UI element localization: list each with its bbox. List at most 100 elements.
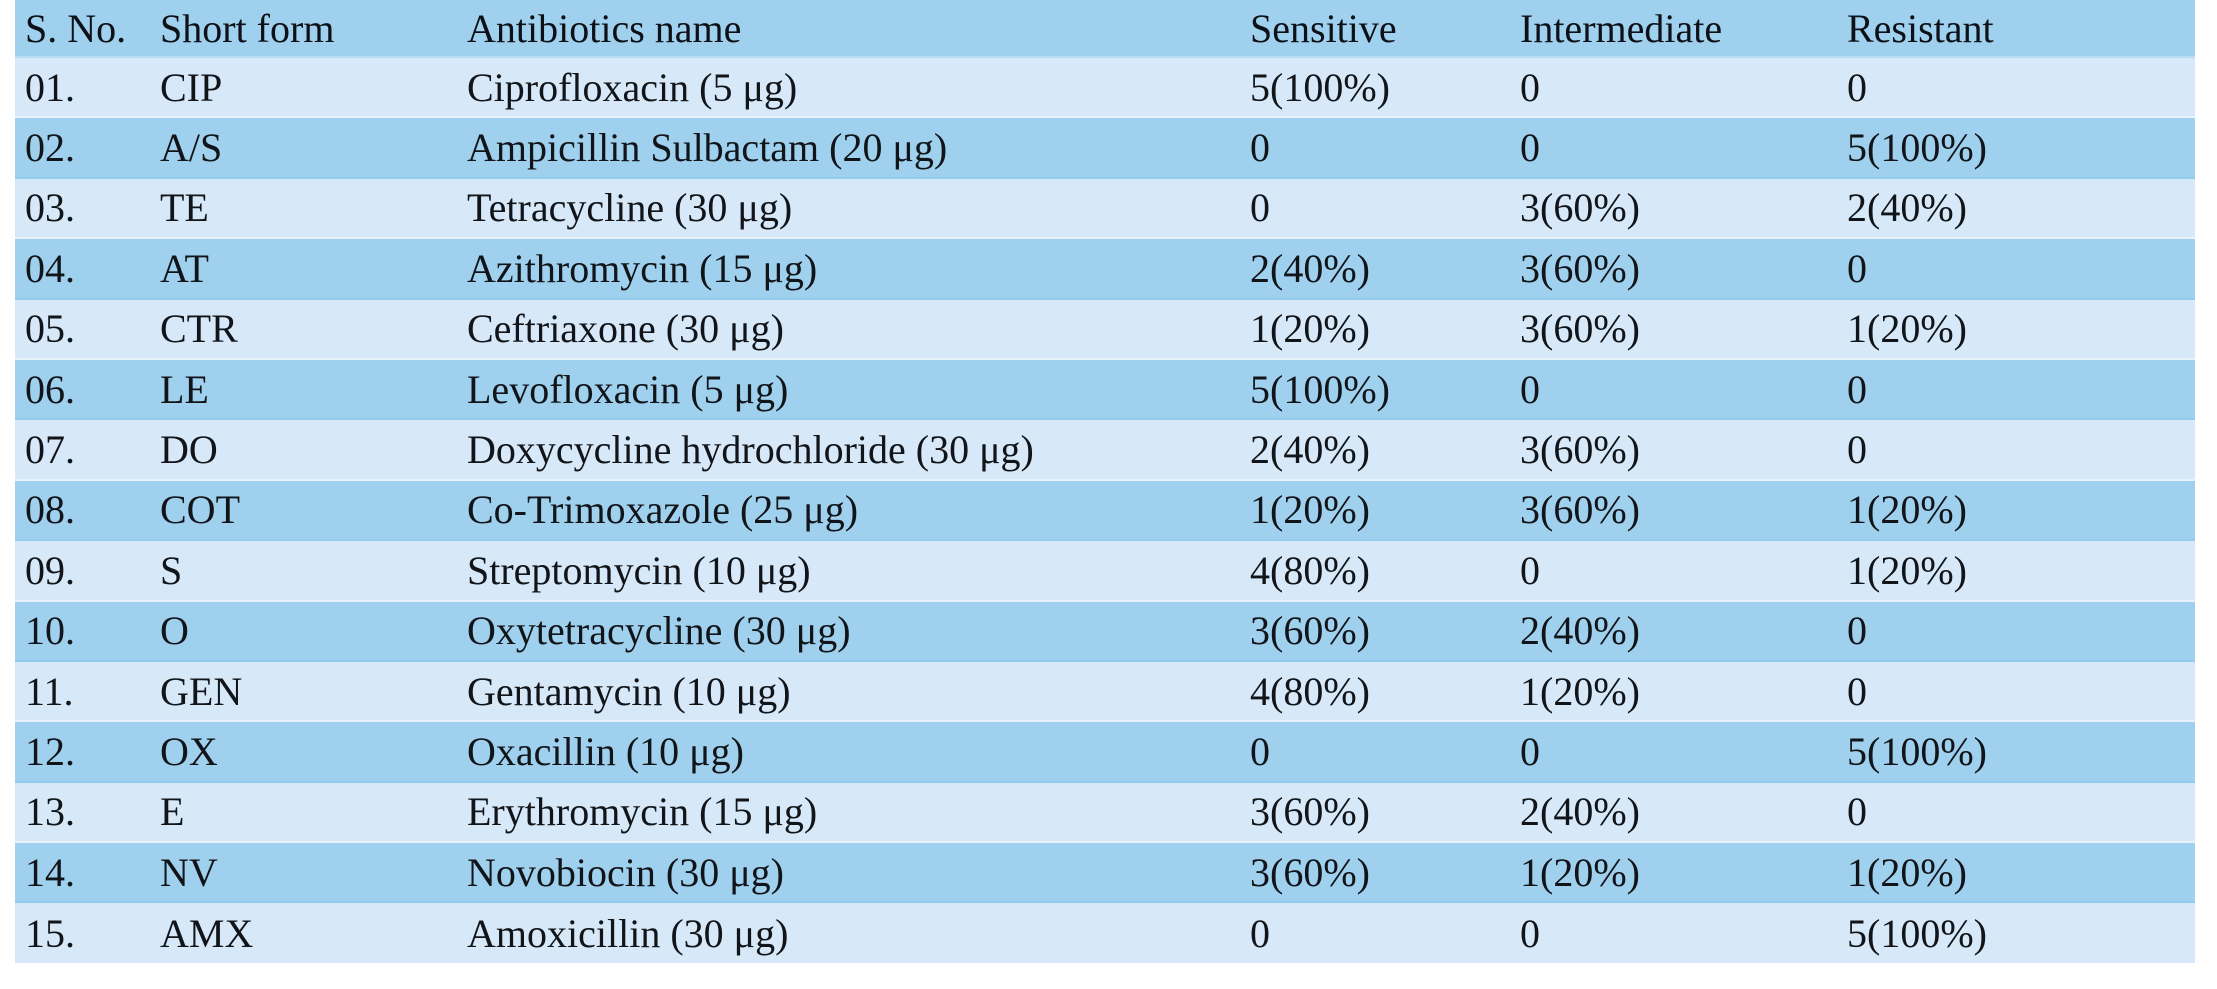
cell-intermediate: 2(40%) (1520, 608, 1640, 654)
cell-sensitive: 0 (1250, 728, 1270, 774)
cell-serial-number: 09. (25, 547, 75, 593)
table-row: 13. E Erythromycin (15 μg) 3(60%) 2(40%) 0 (15, 781, 2195, 843)
cell-resistant: 1(20%) (1847, 849, 1967, 895)
table-row: 14. NV Novobiocin (30 μg) 3(60%) 1(20%) 1(20%… (15, 842, 2195, 903)
column-header-intermediate: Intermediate (1520, 5, 1723, 51)
cell-short-form: GEN (160, 668, 243, 714)
cell-antibiotics-name: Streptomycin (10 μg) (467, 547, 811, 593)
cell-antibiotics-name: Doxycycline hydrochloride (30 μg) (467, 427, 1034, 473)
cell-sensitive: 2(40%) (1250, 427, 1370, 473)
cell-serial-number: 13. (25, 789, 75, 835)
cell-intermediate: 0 (1520, 366, 1540, 412)
cell-short-form: A/S (160, 125, 223, 171)
table-row: 11. GEN Gentamycin (10 μg) 4(80%) 1(20%) 0 (15, 660, 2195, 722)
table-row: 01. CIP Ciprofloxacin (5 μg) 5(100%) 0 0 (15, 57, 2195, 118)
cell-serial-number: 14. (25, 849, 75, 895)
cell-sensitive: 5(100%) (1250, 64, 1390, 110)
cell-short-form: DO (160, 427, 218, 473)
cell-antibiotics-name: Erythromycin (15 μg) (467, 789, 818, 835)
antibiotics-susceptibility-table: S. No. Short form Antibiotics name Sensi… (15, 0, 2195, 963)
antibiotics-table: S. No. Short form Antibiotics name Sensi… (15, 0, 2195, 963)
table-row: 06. LE Levofloxacin (5 μg) 5(100%) 0 0 (15, 358, 2195, 420)
cell-serial-number: 11. (25, 668, 74, 714)
cell-sensitive: 3(60%) (1250, 849, 1370, 895)
cell-sensitive: 0 (1250, 910, 1270, 956)
cell-short-form: NV (160, 849, 218, 895)
cell-short-form: S (160, 547, 183, 593)
cell-serial-number: 03. (25, 185, 75, 231)
cell-short-form: TE (160, 185, 209, 231)
table-row: 07. DO Doxycycline hydrochloride (30 μg) 2(… (15, 419, 2195, 480)
cell-serial-number: 04. (25, 245, 75, 291)
cell-resistant: 1(20%) (1847, 306, 1967, 352)
cell-intermediate: 0 (1520, 728, 1540, 774)
table-row: 02. A/S Ampicillin Sulbactam (20 μg) 0 0 5(10… (15, 117, 2195, 178)
column-header-short-form: Short form (160, 5, 335, 51)
cell-short-form: CTR (160, 306, 238, 352)
cell-intermediate: 0 (1520, 910, 1540, 956)
cell-sensitive: 1(20%) (1250, 306, 1370, 352)
cell-antibiotics-name: Novobiocin (30 μg) (467, 849, 784, 895)
cell-antibiotics-name: Co-Trimoxazole (25 μg) (467, 487, 859, 533)
cell-serial-number: 10. (25, 608, 75, 654)
table-row: 04. AT Azithromycin (15 μg) 2(40%) 3(60%) 0 (15, 238, 2195, 299)
cell-antibiotics-name: Ceftriaxone (30 μg) (467, 306, 784, 352)
cell-intermediate: 1(20%) (1520, 668, 1640, 714)
cell-sensitive: 5(100%) (1250, 366, 1390, 412)
cell-short-form: AT (160, 245, 209, 291)
cell-intermediate: 0 (1520, 125, 1540, 171)
cell-resistant: 1(20%) (1847, 487, 1967, 533)
cell-resistant: 5(100%) (1847, 125, 1987, 171)
cell-resistant: 0 (1847, 64, 1867, 110)
cell-sensitive: 2(40%) (1250, 245, 1370, 291)
cell-sensitive: 4(80%) (1250, 668, 1370, 714)
cell-short-form: CIP (160, 64, 223, 110)
cell-resistant: 0 (1847, 245, 1867, 291)
cell-sensitive: 0 (1250, 125, 1270, 171)
cell-intermediate: 3(60%) (1520, 427, 1640, 473)
cell-intermediate: 3(60%) (1520, 245, 1640, 291)
cell-intermediate: 2(40%) (1520, 789, 1640, 835)
cell-short-form: E (160, 789, 185, 835)
cell-serial-number: 08. (25, 487, 75, 533)
cell-serial-number: 02. (25, 125, 75, 171)
cell-resistant: 2(40%) (1847, 185, 1967, 231)
table-row: 08. COT Co-Trimoxazole (25 μg) 1(20%) 3(60%)… (15, 479, 2195, 541)
cell-resistant: 0 (1847, 427, 1867, 473)
cell-short-form: COT (160, 487, 240, 533)
column-header-sensitive: Sensitive (1250, 5, 1397, 51)
cell-intermediate: 3(60%) (1520, 306, 1640, 352)
cell-intermediate: 1(20%) (1520, 849, 1640, 895)
column-header-serial-number: S. No. (25, 5, 127, 51)
table-header-row: S. No. Short form Antibiotics name Sensi… (15, 0, 2195, 57)
cell-resistant: 1(20%) (1847, 547, 1967, 593)
cell-intermediate: 3(60%) (1520, 185, 1640, 231)
cell-antibiotics-name: Azithromycin (15 μg) (467, 245, 818, 291)
cell-serial-number: 12. (25, 728, 75, 774)
cell-resistant: 0 (1847, 668, 1867, 714)
cell-antibiotics-name: Ampicillin Sulbactam (20 μg) (467, 125, 948, 171)
cell-antibiotics-name: Tetracycline (30 μg) (467, 185, 793, 231)
cell-sensitive: 0 (1250, 185, 1270, 231)
cell-antibiotics-name: Levofloxacin (5 μg) (467, 366, 789, 412)
cell-serial-number: 01. (25, 64, 75, 110)
cell-intermediate: 0 (1520, 64, 1540, 110)
table-row: 12. OX Oxacillin (10 μg) 0 0 5(100%) (15, 721, 2195, 782)
cell-resistant: 5(100%) (1847, 728, 1987, 774)
cell-short-form: AMX (160, 910, 254, 956)
cell-short-form: LE (160, 366, 209, 412)
cell-intermediate: 3(60%) (1520, 487, 1640, 533)
cell-resistant: 0 (1847, 366, 1867, 412)
cell-resistant: 0 (1847, 789, 1867, 835)
table-row: 09. S Streptomycin (10 μg) 4(80%) 0 1(20%) (15, 540, 2195, 601)
table-body: 01. CIP Ciprofloxacin (5 μg) 5(100%) 0 0 02. A/… (15, 57, 2195, 963)
cell-sensitive: 3(60%) (1250, 789, 1370, 835)
table-row: 05. CTR Ceftriaxone (30 μg) 1(20%) 3(60%) 1(2… (15, 298, 2195, 359)
cell-sensitive: 3(60%) (1250, 608, 1370, 654)
cell-short-form: O (160, 608, 189, 654)
cell-serial-number: 15. (25, 910, 75, 956)
cell-resistant: 5(100%) (1847, 910, 1987, 956)
cell-antibiotics-name: Gentamycin (10 μg) (467, 668, 791, 714)
cell-sensitive: 4(80%) (1250, 547, 1370, 593)
cell-serial-number: 05. (25, 306, 75, 352)
